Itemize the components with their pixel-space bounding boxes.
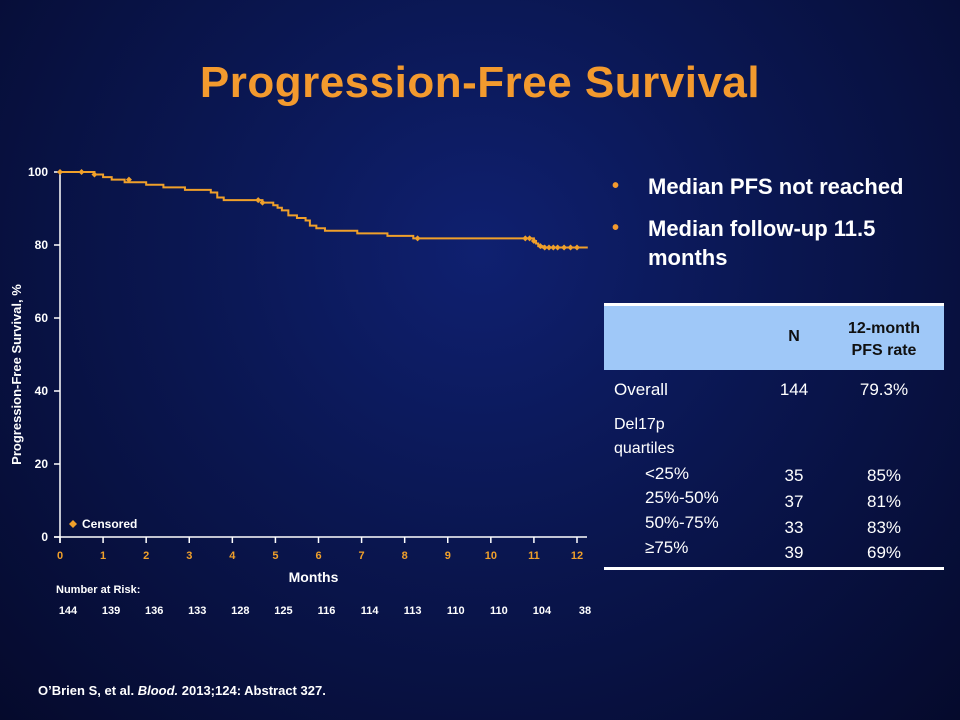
- key-points: • Median PFS not reached • Median follow-u…: [612, 172, 952, 285]
- x-tick-label: 2: [143, 550, 149, 562]
- censor-mark: [259, 199, 266, 206]
- x-tick-label: 0: [57, 550, 63, 562]
- at-risk-value: 38: [579, 605, 591, 617]
- y-tick-label: 60: [35, 311, 49, 325]
- at-risk-value: 128: [231, 605, 249, 617]
- row-q3-n: 33: [784, 518, 804, 537]
- at-risk-value: 136: [145, 605, 163, 617]
- row-q2-rate: 81%: [866, 492, 902, 511]
- y-tick-label: 20: [35, 457, 49, 471]
- row-q4-n: 39: [784, 543, 804, 562]
- bullet-icon: •: [612, 175, 620, 197]
- censor-mark: [414, 235, 421, 242]
- at-risk-value: 125: [274, 605, 292, 617]
- row-overall-n: 144: [779, 380, 809, 399]
- x-tick-label: 6: [315, 550, 321, 562]
- pfs-table: N 12-month PFS rate Overall 144 79.3% De…: [604, 303, 944, 570]
- censor-mark: [78, 169, 85, 175]
- censor-mark: [541, 244, 548, 251]
- legend-censored-marker: [69, 520, 77, 528]
- x-tick-label: 1: [100, 550, 106, 562]
- censor-mark: [57, 169, 63, 175]
- censor-mark: [91, 171, 98, 178]
- x-tick-label: 8: [402, 550, 408, 562]
- header-n: N: [788, 328, 800, 345]
- y-tick-label: 0: [41, 530, 48, 544]
- row-q2-label: 25%-50%: [645, 488, 719, 507]
- at-risk-value: 116: [318, 605, 336, 617]
- x-tick-label: 12: [571, 550, 583, 562]
- row-q1-n: 35: [784, 466, 804, 485]
- row-overall-rate: 79.3%: [859, 380, 909, 399]
- row-q1-label: <25%: [645, 464, 689, 483]
- censor-mark: [530, 237, 537, 244]
- censor-mark: [545, 244, 552, 251]
- x-tick-label: 10: [485, 550, 497, 562]
- row-q3-label: 50%-75%: [645, 513, 719, 532]
- header-12-month-rate: 12-month PFS rate: [848, 320, 920, 359]
- at-risk-value: 144: [59, 605, 78, 617]
- x-tick-label: 5: [272, 550, 278, 562]
- citation: O’Brien S, et al. Blood. 2013;124: Abstr…: [38, 683, 326, 698]
- censor-mark: [255, 197, 262, 204]
- km-curve: [60, 171, 588, 249]
- at-risk-label: Number at Risk:: [56, 584, 140, 596]
- row-q4-label: ≥75%: [645, 538, 689, 557]
- table-header: N 12-month PFS rate: [604, 303, 944, 370]
- at-risk-value: 133: [188, 605, 206, 617]
- x-axis-title: Months: [289, 569, 339, 585]
- at-risk-value: 110: [490, 605, 508, 617]
- x-tick-label: 3: [186, 550, 192, 562]
- slide-title: Progression-Free Survival: [199, 58, 761, 107]
- table-body: Overall 144 79.3% Del17p quartiles <25% …: [604, 370, 944, 570]
- censor-mark: [574, 244, 580, 251]
- y-tick-label: 100: [28, 165, 48, 179]
- at-risk-value: 139: [102, 605, 120, 617]
- bullet-icon: •: [612, 217, 620, 239]
- censor-mark: [526, 235, 533, 242]
- x-tick-label: 11: [528, 550, 540, 562]
- at-risk-value: 110: [447, 605, 465, 617]
- y-tick-label: 40: [35, 384, 49, 398]
- x-tick-label: 4: [229, 550, 236, 562]
- x-tick-label: 7: [359, 550, 365, 562]
- censor-mark: [125, 176, 132, 183]
- censor-mark: [561, 244, 568, 251]
- row-q2-n: 37: [784, 492, 804, 511]
- censor-mark: [554, 244, 561, 251]
- at-risk-value: 113: [404, 605, 422, 617]
- censor-mark: [567, 244, 574, 251]
- censor-mark: [550, 244, 557, 251]
- row-q3-rate: 83%: [866, 518, 902, 537]
- row-overall-label: Overall: [614, 380, 668, 399]
- legend-censored-label: Censored: [82, 517, 137, 531]
- group-label-del17p: Del17p quartiles: [614, 416, 675, 457]
- y-tick-label: 80: [35, 238, 49, 252]
- censor-mark: [522, 235, 529, 242]
- at-risk-value: 104: [533, 605, 552, 617]
- y-axis-title: Progression-Free Survival, %: [9, 284, 24, 465]
- bullet-median-pfs: • Median PFS not reached: [612, 174, 904, 199]
- bullet-median-followup: • Median follow-up 11.5 months: [612, 216, 876, 270]
- at-risk-value: 114: [361, 605, 380, 617]
- row-q4-rate: 69%: [866, 543, 902, 562]
- row-q1-rate: 85%: [866, 466, 902, 485]
- x-tick-label: 9: [445, 550, 451, 562]
